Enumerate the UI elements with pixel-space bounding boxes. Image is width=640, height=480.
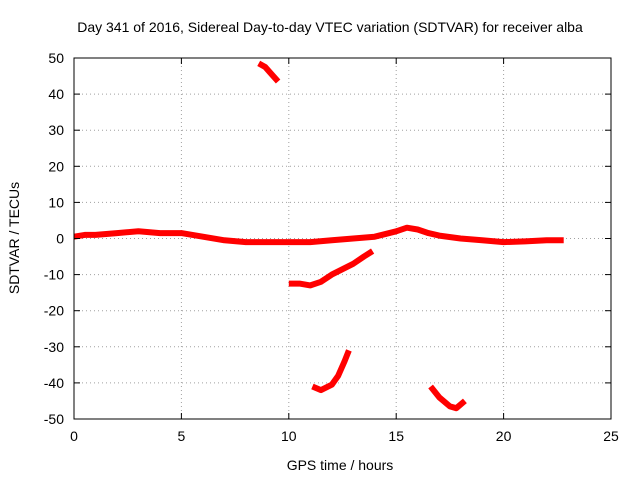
y-tick-label: -20 bbox=[44, 303, 64, 319]
x-axis-label: GPS time / hours bbox=[287, 457, 394, 473]
data-series bbox=[73, 60, 564, 412]
y-tick-label: -50 bbox=[44, 411, 64, 427]
x-tick-label: 20 bbox=[496, 428, 512, 444]
x-ticks: 0 5 10 15 20 25 bbox=[70, 58, 619, 444]
chart-title: Day 341 of 2016, Sidereal Day-to-day VTE… bbox=[77, 19, 583, 35]
series-arc-top bbox=[257, 60, 281, 84]
y-tick-label: 50 bbox=[48, 50, 64, 66]
y-tick-label: -10 bbox=[44, 267, 64, 283]
y-axis-label: SDTVAR / TECUs bbox=[6, 182, 22, 294]
y-ticks: -50 -40 -30 -20 -10 0 10 20 30 40 50 bbox=[44, 50, 611, 427]
y-tick-label: -30 bbox=[44, 339, 64, 355]
y-tick-label: 30 bbox=[48, 122, 64, 138]
x-tick-label: 25 bbox=[603, 428, 619, 444]
series-arc-right bbox=[428, 384, 467, 412]
series-arc-low bbox=[311, 349, 352, 394]
x-tick-label: 10 bbox=[281, 428, 297, 444]
x-tick-label: 5 bbox=[178, 428, 186, 444]
series-arc-mid bbox=[288, 248, 375, 289]
series-main-arc bbox=[73, 224, 564, 246]
y-tick-label: 20 bbox=[48, 158, 64, 174]
x-tick-label: 15 bbox=[388, 428, 404, 444]
x-tick-label: 0 bbox=[70, 428, 78, 444]
y-tick-label: -40 bbox=[44, 375, 64, 391]
y-tick-label: 10 bbox=[48, 194, 64, 210]
y-tick-label: 40 bbox=[48, 86, 64, 102]
y-tick-label: 0 bbox=[56, 231, 64, 247]
